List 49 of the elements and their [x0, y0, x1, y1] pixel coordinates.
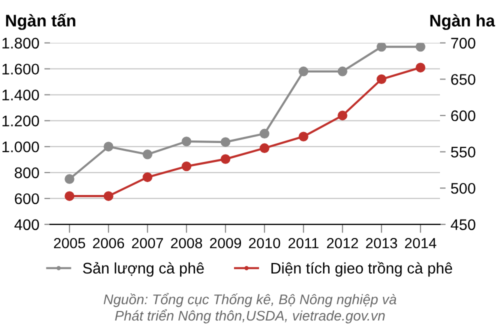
point: [416, 42, 426, 52]
x-tick-label: 2009: [210, 238, 242, 248]
point: [416, 62, 426, 72]
point: [260, 128, 270, 139]
point: [298, 66, 308, 76]
y-tick-label: 1.200: [2, 116, 39, 126]
y-tick-label: 1.000: [2, 141, 39, 152]
point: [298, 132, 308, 142]
x-tick-label: 2008: [171, 238, 202, 248]
x-tick-label: 2012: [327, 238, 358, 248]
x-tick-label: 2006: [93, 238, 124, 248]
x-tick-label: 2013: [366, 238, 398, 248]
y2-tick-label: 550: [451, 146, 476, 158]
point: [182, 161, 192, 172]
point: [64, 174, 74, 184]
legend-label: Sản lượng cà phê: [83, 262, 204, 277]
y-tick-label: 800: [14, 167, 39, 178]
y2-tick-label: 500: [451, 182, 476, 194]
x-tick-label: 2010: [249, 238, 280, 248]
point: [182, 136, 192, 146]
x-tick-label: 2011: [288, 238, 318, 248]
y-axis-title: Ngàn tấn: [6, 14, 76, 30]
y-tick-label: 600: [14, 193, 39, 204]
y2-tick-label: 600: [451, 110, 476, 122]
point: [142, 150, 152, 160]
point: [104, 191, 114, 201]
text: Nguồn: Tổng cục Thống kê, Bộ Nông nghiệp và Phát triển Nông thôn,USDA, vietrade.gov.vn: [104, 292, 396, 324]
y2-tick-label: 700: [451, 38, 476, 49]
x-tick-label: 2007: [132, 238, 163, 248]
y-tick-label: 1.600: [2, 64, 39, 75]
point: [220, 154, 230, 164]
point: [104, 142, 114, 152]
point: [338, 110, 348, 120]
legend-label: Diện tích gieo trồng cà phê: [271, 262, 452, 277]
point: [338, 66, 348, 76]
point: [376, 42, 386, 52]
x-tick-label: 2014: [405, 238, 436, 248]
y2-tick-label: 650: [451, 74, 476, 85]
point: [220, 137, 230, 147]
point: [260, 143, 270, 154]
x-tick-label: 2005: [54, 238, 86, 248]
point: [64, 191, 74, 201]
y2-tick-label: 450: [450, 219, 476, 230]
y-tick-label: 400: [14, 219, 39, 230]
y-tick-label: 1.800: [2, 38, 39, 49]
y-tick-label: 1.400: [2, 90, 39, 100]
point: [142, 172, 152, 182]
point: [376, 74, 386, 84]
y2-axis-title: Ngàn ha: [430, 14, 496, 30]
